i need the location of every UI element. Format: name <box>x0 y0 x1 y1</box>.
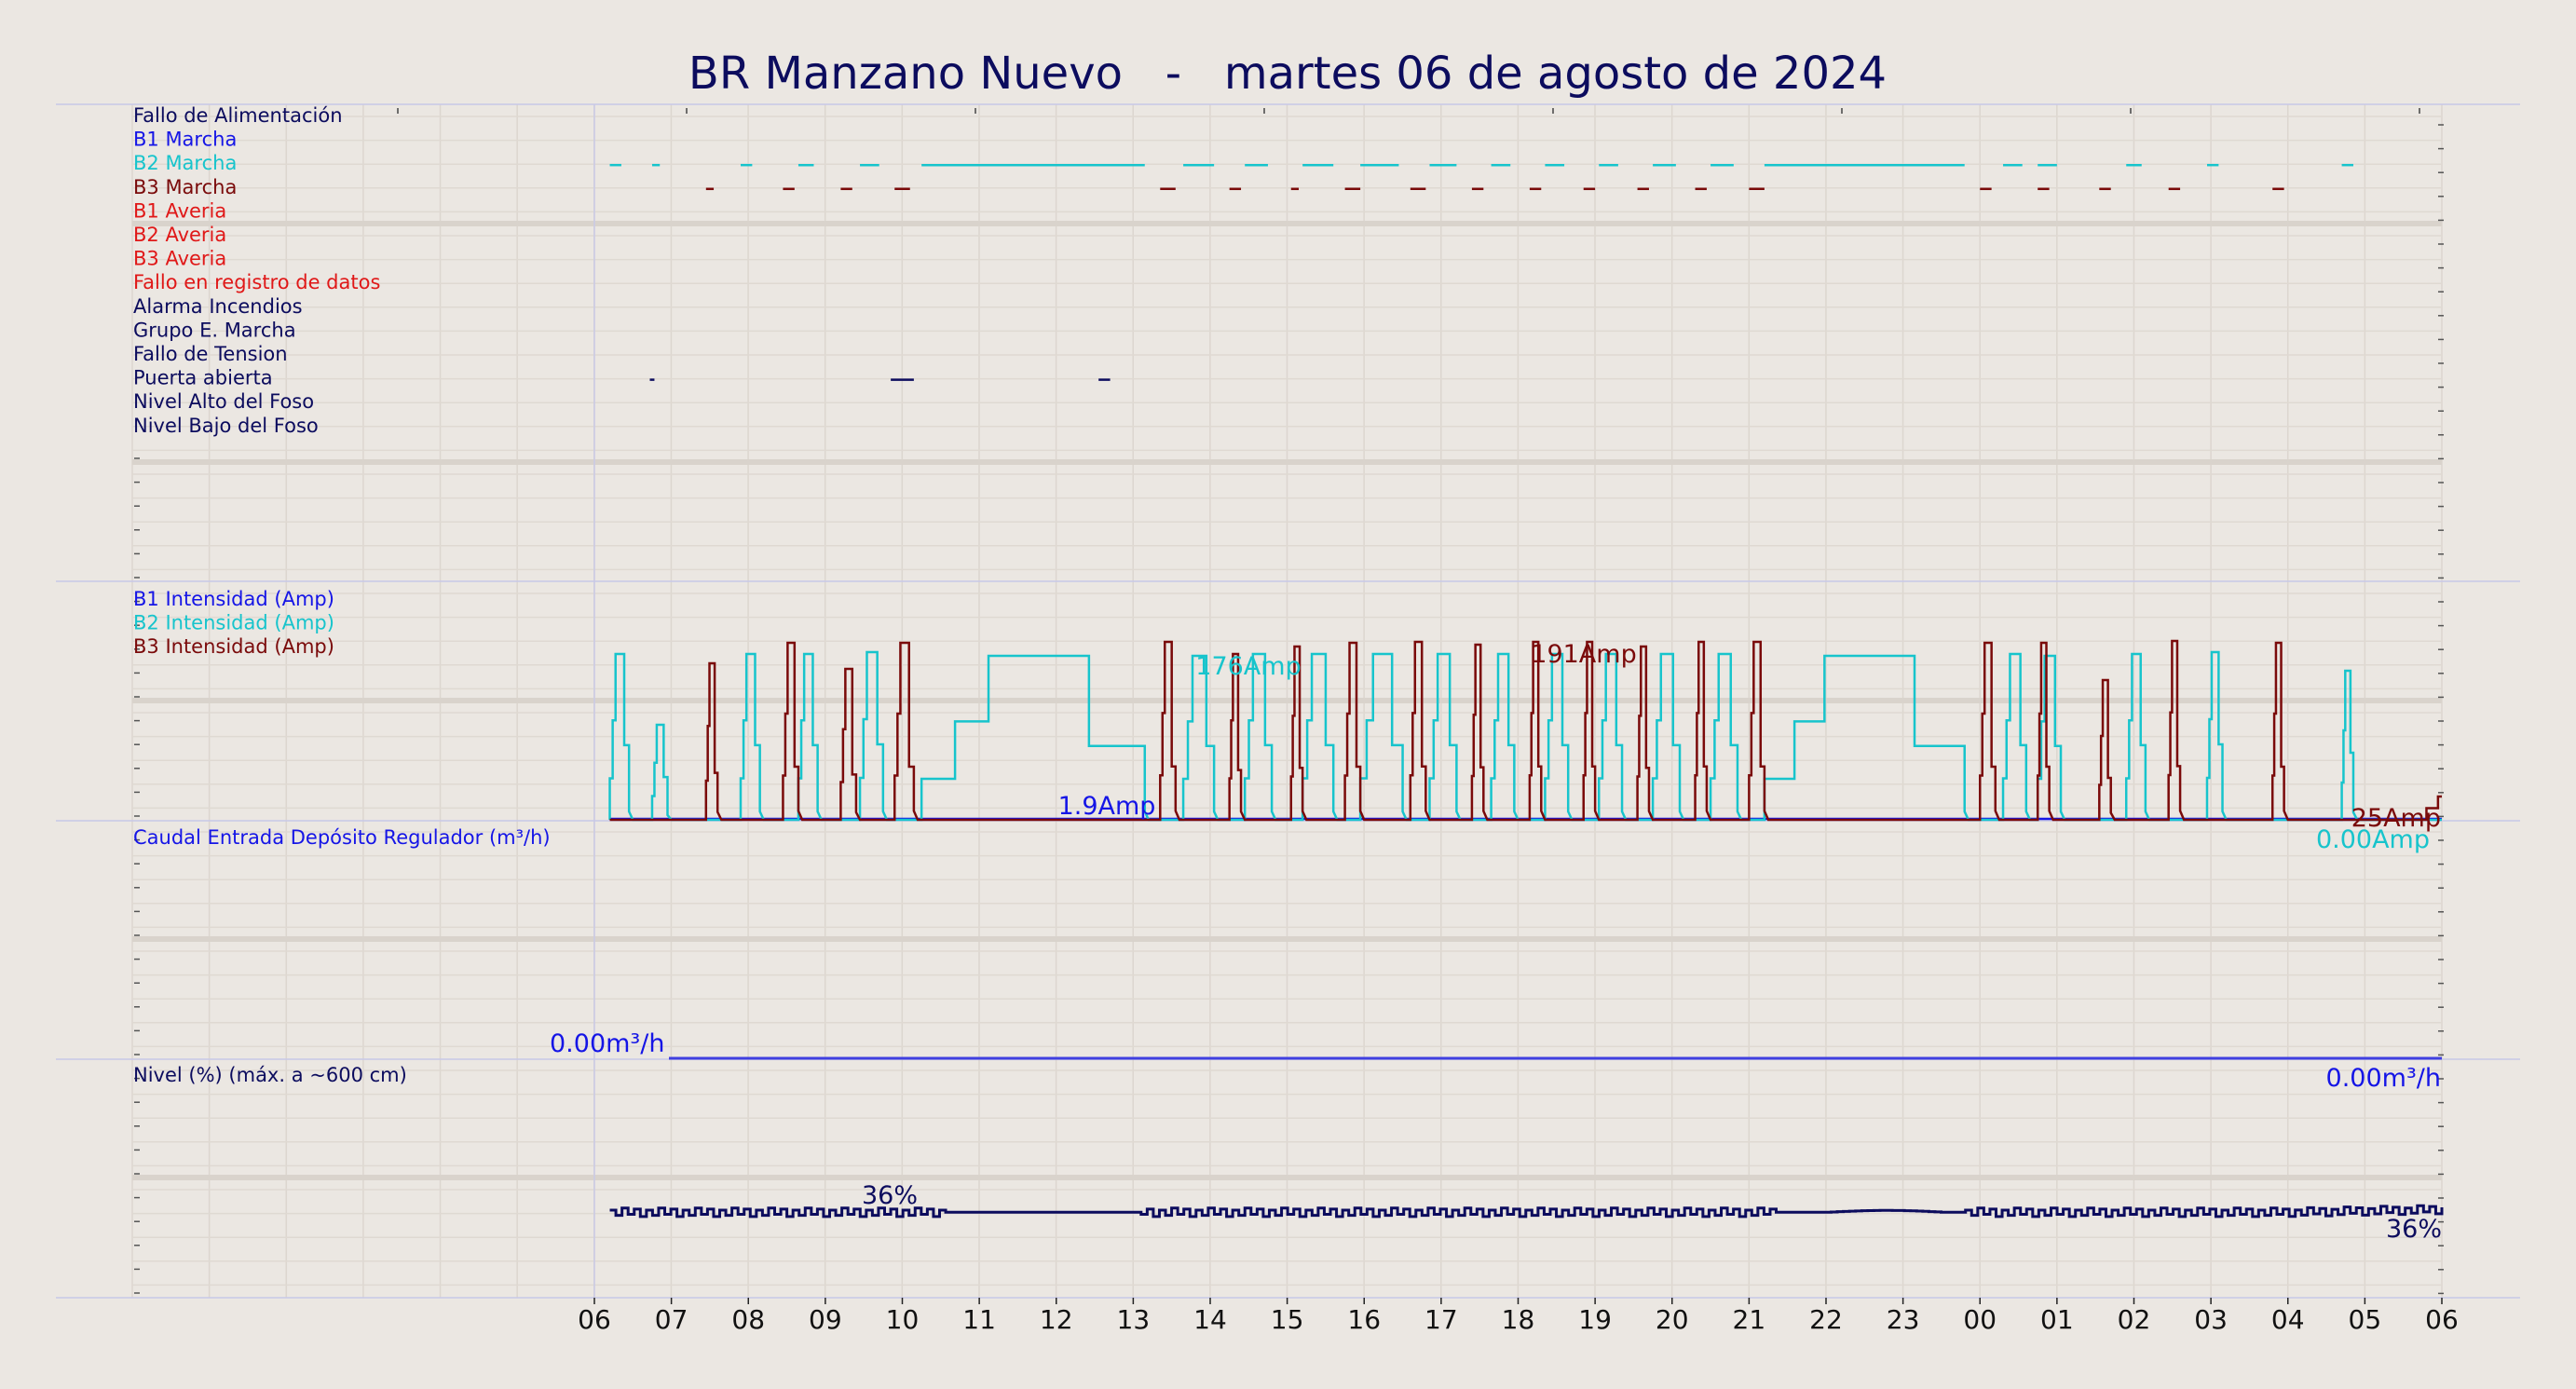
digital-label: B3 Marcha <box>133 176 237 198</box>
caudal-annotation: 0.00m³/h <box>2326 1064 2441 1093</box>
x-tick-label: 15 <box>1271 1304 1304 1335</box>
b3-intensity-line <box>609 639 2442 822</box>
grid-layer <box>131 104 2444 1298</box>
intensity-annotation: 176Amp <box>1195 652 1301 681</box>
intensity-label: B1 Intensidad (Amp) <box>133 588 334 610</box>
x-tick-label: 14 <box>1193 1304 1227 1335</box>
digital-label: B1 Averia <box>133 199 226 222</box>
digital-label: B2 Marcha <box>133 152 237 174</box>
digital-label: Fallo de Tension <box>133 343 288 365</box>
x-tick-label: 13 <box>1117 1304 1151 1335</box>
x-tick-label: 07 <box>655 1304 688 1335</box>
digital-label: Nivel Bajo del Foso <box>133 415 319 437</box>
nivel-series <box>609 1204 2444 1219</box>
chart-title: BR Manzano Nuevo - martes 06 de agosto d… <box>688 48 1887 100</box>
caudal-annotation: 0.00m³/h <box>550 1029 664 1058</box>
x-tick-label: 22 <box>1809 1304 1843 1335</box>
x-tick-label: 06 <box>2425 1304 2459 1335</box>
digital-label: B2 Averia <box>133 224 226 246</box>
nivel-label: Nivel (%) (máx. a ~600 cm) <box>133 1064 407 1086</box>
nivel-annotation: 36% <box>2386 1215 2442 1244</box>
x-tick-label: 08 <box>731 1304 765 1335</box>
nivel-line <box>609 1204 2444 1219</box>
x-tick-label: 00 <box>1963 1304 1997 1335</box>
nivel-annotation: 36% <box>862 1181 918 1210</box>
intensity-annotation: 1.9Amp <box>1058 792 1156 821</box>
digital-label: Puerta abierta <box>133 367 273 389</box>
x-tick-label: 04 <box>2271 1304 2305 1335</box>
x-tick-label: 03 <box>2194 1304 2228 1335</box>
x-tick-label: 20 <box>1656 1304 1689 1335</box>
digital-label: Alarma Incendios <box>133 295 303 318</box>
x-axis: 06 07 08 09 10 11 12 13 14 15 16 17 18 19 20 21 22 23 00 01… <box>578 1298 2459 1335</box>
x-tick-label: 02 <box>2118 1304 2151 1335</box>
intensity-label: B2 Intensidad (Amp) <box>133 612 334 634</box>
caudal-label: Caudal Entrada Depósito Regulador (m³/h) <box>133 826 551 849</box>
x-tick-label: 17 <box>1424 1304 1458 1335</box>
digital-label: Grupo E. Marcha <box>133 319 296 341</box>
x-tick-label: 09 <box>809 1304 842 1335</box>
digital-signals <box>609 163 2353 381</box>
x-tick-label: 01 <box>2040 1304 2074 1335</box>
intensity-series <box>608 639 2442 822</box>
x-tick-label: 11 <box>962 1304 996 1335</box>
x-tick-label: 05 <box>2349 1304 2382 1335</box>
x-tick-label: 21 <box>1733 1304 1766 1335</box>
digital-label: Nivel Alto del Foso <box>133 390 314 413</box>
digital-label: Fallo en registro de datos <box>133 271 380 293</box>
intensity-annotation: 191Amp <box>1531 640 1636 669</box>
x-tick-label: 12 <box>1040 1304 1073 1335</box>
x-tick-label: 18 <box>1502 1304 1535 1335</box>
digital-label: B1 Marcha <box>133 129 237 151</box>
intensity-annotation: 25Amp <box>2351 804 2441 833</box>
x-tick-label: 19 <box>1578 1304 1612 1335</box>
intensity-annotation: 0.00Amp <box>2316 825 2430 854</box>
x-tick-label: 10 <box>886 1304 920 1335</box>
intensity-label: B3 Intensidad (Amp) <box>133 635 334 658</box>
x-tick-label: 06 <box>578 1304 611 1335</box>
digital-label: B3 Averia <box>133 248 226 270</box>
digital-label: Fallo de Alimentación <box>133 104 343 127</box>
x-tick-label: 16 <box>1347 1304 1381 1335</box>
x-tick-label: 23 <box>1887 1304 1920 1335</box>
